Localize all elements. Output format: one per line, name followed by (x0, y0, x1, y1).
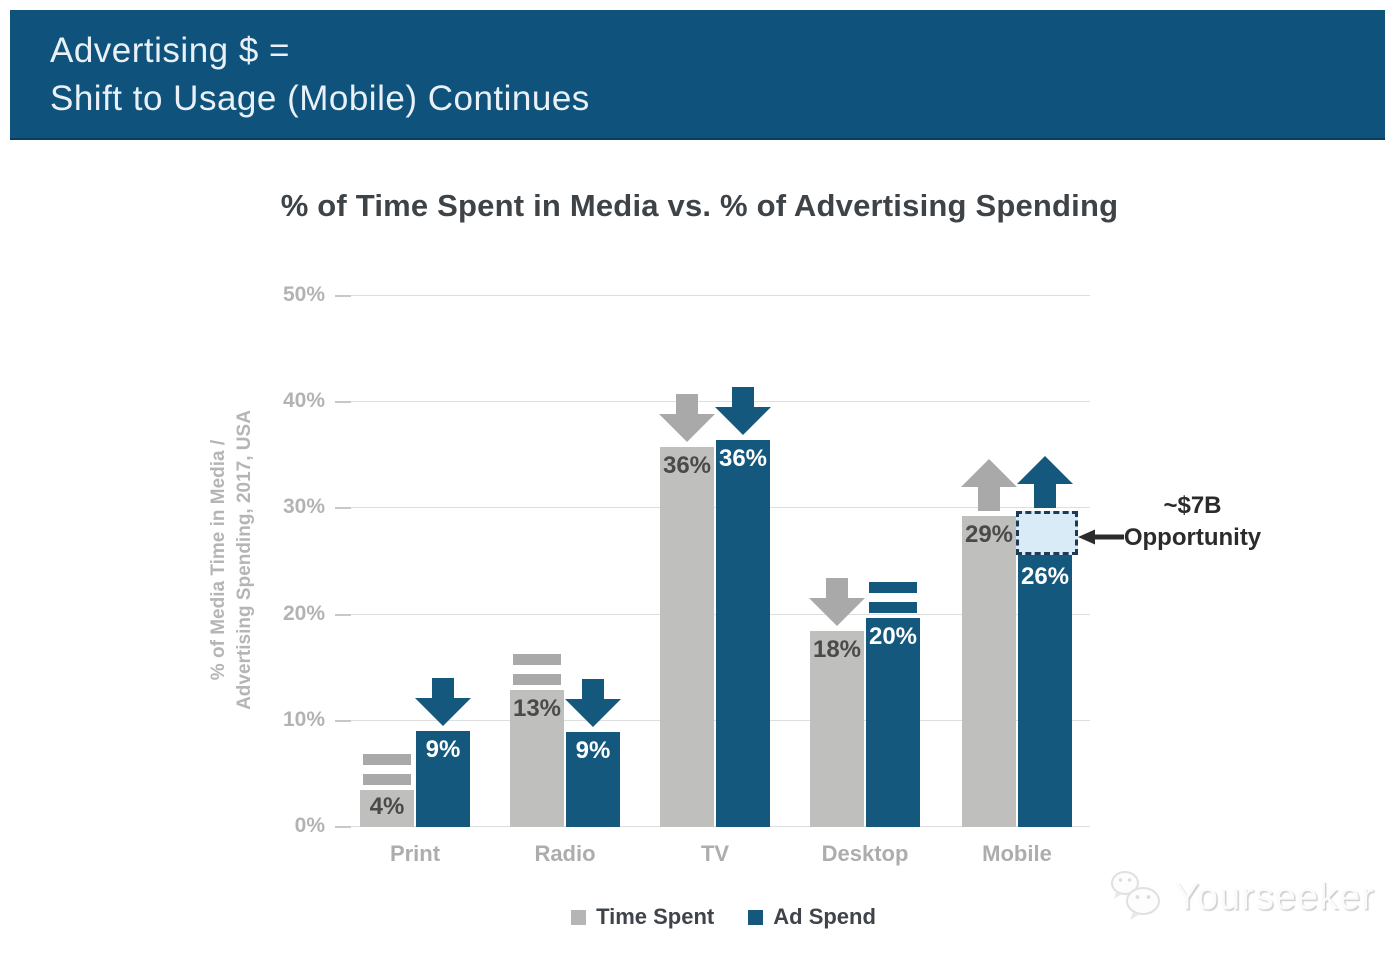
bar-time-spent-tv: 36% (660, 446, 714, 827)
y-tick-label: 0% (294, 814, 325, 837)
category-label-print: Print (389, 841, 441, 866)
bar-value-label: 26% (1020, 563, 1070, 591)
bar-value-label: 18% (812, 635, 862, 663)
legend-label-ad-spend: Ad Spend (773, 904, 876, 929)
equals-icon (363, 753, 411, 785)
up-arrow-icon (1017, 455, 1073, 508)
equals-icon (513, 654, 561, 685)
bar-ad-spend-mobile: 26% (1018, 555, 1072, 827)
banner-title-line2: Shift to Usage (Mobile) Continues (50, 79, 590, 118)
bar-value-label: 20% (868, 622, 918, 650)
banner-title-line1: Advertising $ = (50, 31, 290, 70)
legend-label-time-spent: Time Spent (596, 904, 715, 929)
y-tick-label: 30% (282, 495, 325, 519)
category-label-tv: TV (700, 841, 730, 866)
opportunity-gap-box (1016, 510, 1078, 556)
bar-value-label: 36% (662, 451, 712, 479)
gridline-40% (337, 401, 1090, 403)
watermark: Yourseeker (1106, 868, 1375, 926)
bar-value-label: 13% (512, 695, 562, 723)
bar-ad-spend-tv: 36% (716, 440, 770, 827)
bar-time-spent-print: 4% (360, 789, 414, 827)
down-arrow-icon (809, 577, 865, 626)
legend-swatch-time-spent (571, 909, 587, 925)
y-tick-mark-20% (335, 613, 351, 616)
chat-bubbles-logo-icon (1106, 868, 1166, 926)
bar-ad-spend-desktop: 20% (866, 617, 920, 827)
y-tick-label: 50% (282, 283, 325, 306)
opportunity-annotation: ~$7B Opportunity (1100, 490, 1285, 554)
y-tick-label: 20% (282, 601, 325, 625)
bar-value-label: 29% (964, 520, 1014, 548)
up-arrow-icon (961, 458, 1017, 511)
slide-header-banner: Advertising $ = Shift to Usage (Mobile) … (10, 10, 1385, 140)
y-tick-mark-40% (335, 401, 351, 404)
y-tick-mark-0% (335, 826, 351, 828)
bar-time-spent-radio: 13% (510, 690, 564, 827)
watermark-text: Yourseeker (1174, 875, 1375, 918)
gridline-50% (337, 295, 1090, 296)
bar-value-label: 9% (575, 737, 611, 765)
down-arrow-icon (565, 679, 621, 728)
legend-swatch-ad-spend (748, 909, 764, 925)
bar-value-label: 36% (718, 445, 768, 473)
category-label-mobile: Mobile (982, 841, 1052, 866)
category-label-radio: Radio (534, 841, 596, 866)
category-label-desktop: Desktop (821, 841, 909, 866)
bar-value-label: 9% (425, 736, 461, 764)
y-tick-mark-10% (335, 719, 351, 722)
legend: Time Spent Ad Spend (0, 904, 1399, 930)
down-arrow-icon (415, 678, 471, 727)
y-tick-mark-50% (335, 295, 351, 297)
bar-ad-spend-radio: 9% (566, 732, 620, 827)
legend-item-ad-spend: Ad Spend (748, 904, 876, 930)
y-tick-label: 10% (282, 707, 325, 731)
y-axis-label-line1: % of Media Time in Media / (208, 439, 229, 681)
bar-ad-spend-print: 9% (416, 731, 470, 827)
plot-area: 0% 10% 20% 30% 40% 50% Print Radio TV Desktop Mobi… (283, 283, 1090, 866)
down-arrow-icon (715, 387, 771, 436)
down-arrow-icon (659, 393, 715, 442)
chart-title: % of Time Spent in Media vs. % of Advert… (280, 188, 1119, 223)
bar-time-spent-desktop: 18% (810, 630, 864, 827)
y-tick-mark-30% (335, 507, 351, 510)
bar-time-spent-mobile: 29% (962, 515, 1016, 827)
y-tick-label: 40% (282, 389, 325, 413)
equals-icon (869, 581, 917, 613)
left-arrow-icon (1078, 528, 1124, 546)
bar-value-label: 4% (369, 792, 405, 820)
legend-item-time-spent: Time Spent (571, 904, 714, 930)
annotation-line2: Opportunity (1123, 524, 1262, 551)
annotation-line1: ~$7B (1163, 492, 1222, 519)
